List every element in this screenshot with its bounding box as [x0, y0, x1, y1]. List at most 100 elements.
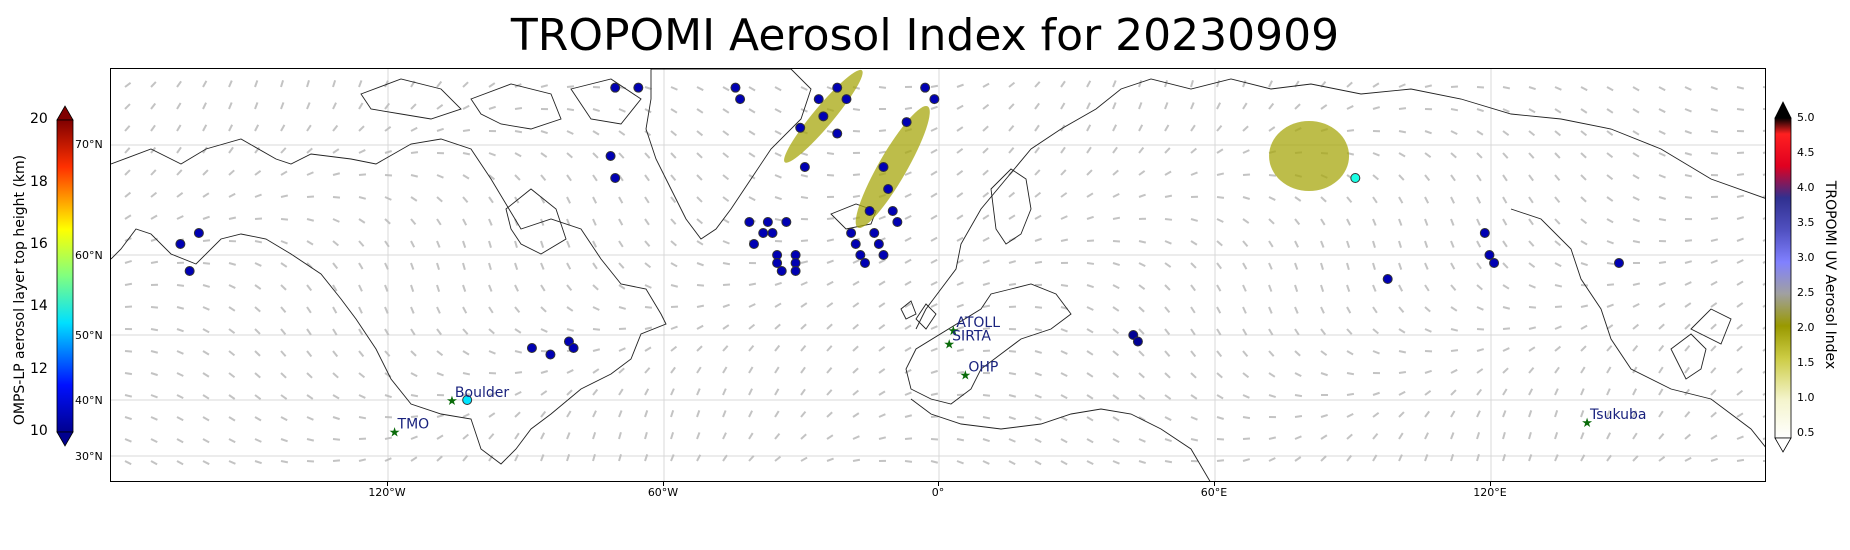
omps-point — [1350, 173, 1361, 183]
wind-arrow — [1528, 86, 1536, 91]
wind-arrow — [1034, 237, 1042, 242]
wind-arrow — [1658, 261, 1667, 264]
wind-arrow — [1294, 284, 1299, 292]
wind-arrow — [1580, 410, 1585, 418]
wind-arrow — [514, 411, 521, 418]
wind-arrow — [774, 130, 782, 136]
wind-arrow — [280, 394, 288, 400]
wind-arrow — [228, 262, 237, 266]
wind-arrow — [1762, 217, 1765, 220]
wind-arrow — [1268, 394, 1276, 399]
wind-arrow — [1268, 174, 1277, 177]
wind-arrow — [696, 86, 704, 92]
wind-arrow — [982, 282, 990, 286]
wind-arrow — [1086, 146, 1092, 154]
x-tickmark — [938, 482, 939, 486]
wind-arrow — [462, 196, 469, 203]
wind-arrow — [150, 191, 158, 198]
wind-arrow — [670, 152, 677, 159]
wind-arrow — [1658, 152, 1666, 157]
wind-arrow — [1320, 218, 1326, 226]
wind-arrow — [774, 86, 782, 92]
wind-arrow — [800, 152, 808, 157]
wind-arrow — [1710, 345, 1717, 352]
wind-arrow — [514, 350, 523, 354]
wind-arrow — [748, 366, 754, 374]
wind-arrow — [878, 345, 886, 352]
wind-arrow — [540, 152, 548, 158]
wind-arrow — [774, 196, 782, 201]
wind-arrow — [1502, 306, 1511, 310]
wind-arrow — [1320, 262, 1324, 270]
wind-arrow — [1372, 174, 1379, 181]
wind-arrow — [462, 454, 469, 462]
wind-arrow — [1450, 240, 1455, 248]
wind-arrow — [1554, 262, 1562, 268]
wind-arrow — [202, 124, 208, 132]
wind-arrow — [956, 192, 964, 198]
wind-arrow — [670, 454, 675, 462]
wind-arrow — [1138, 394, 1146, 400]
wind-arrow — [904, 280, 912, 286]
wind-arrow — [1450, 262, 1456, 270]
wind-arrow — [1008, 282, 1017, 286]
wind-arrow — [956, 126, 964, 132]
wind-arrow — [748, 432, 754, 440]
wind-arrow — [1372, 432, 1379, 440]
wind-arrow — [592, 388, 599, 396]
wind-arrow — [982, 82, 990, 88]
wind-arrow — [514, 106, 523, 110]
wind-arrow — [1580, 86, 1588, 92]
wind-arrow — [956, 460, 964, 465]
wind-arrow — [1684, 152, 1693, 156]
wind-arrow — [306, 394, 314, 400]
wind-arrow — [280, 328, 287, 336]
right-cb-tick: 3.5 — [1797, 216, 1815, 229]
wind-arrow — [1450, 328, 1459, 332]
wind-arrow — [1268, 240, 1274, 248]
wind-arrow — [1398, 432, 1404, 440]
wind-arrow — [410, 262, 415, 270]
wind-arrow — [1008, 416, 1016, 421]
wind-arrow — [410, 306, 415, 314]
wind-arrow — [228, 306, 236, 312]
wind-arrow — [540, 174, 547, 182]
wind-arrow — [1736, 216, 1745, 220]
wind-arrow — [1554, 86, 1562, 91]
wind-arrow — [1320, 350, 1328, 357]
wind-arrow — [1216, 196, 1225, 199]
wind-arrow — [358, 306, 363, 314]
wind-arrow — [1034, 260, 1043, 264]
wind-arrow — [1190, 328, 1196, 336]
wind-arrow — [1086, 192, 1094, 198]
wind-arrow — [1528, 240, 1535, 247]
left-cb-tick: 18 — [30, 174, 48, 190]
wind-arrow — [280, 194, 289, 198]
omps-point — [1132, 336, 1143, 347]
wind-arrow — [618, 388, 624, 396]
wind-arrow — [124, 103, 131, 110]
wind-arrow — [1398, 240, 1402, 248]
wind-arrow — [1580, 324, 1588, 330]
wind-arrow — [722, 345, 729, 352]
wind-arrow — [956, 236, 964, 242]
wind-arrow — [800, 366, 806, 374]
wind-arrow — [1242, 80, 1247, 88]
wind-arrow — [1684, 260, 1693, 264]
wind-arrow — [540, 390, 548, 396]
wind-arrow — [644, 326, 653, 330]
wind-arrow — [930, 127, 938, 132]
wind-arrow — [358, 372, 366, 379]
wind-arrow — [1112, 262, 1120, 267]
wind-arrow — [774, 302, 782, 308]
wind-arrow — [904, 258, 912, 264]
wind-arrow — [956, 169, 964, 176]
wind-arrow — [410, 435, 418, 440]
wind-arrow — [1268, 196, 1276, 201]
wind-arrow — [124, 169, 131, 176]
wind-arrow — [1710, 108, 1719, 112]
wind-arrow — [332, 240, 340, 247]
wind-arrow — [280, 262, 288, 268]
wind-arrow — [1034, 372, 1042, 377]
wind-arrow — [1034, 102, 1040, 110]
